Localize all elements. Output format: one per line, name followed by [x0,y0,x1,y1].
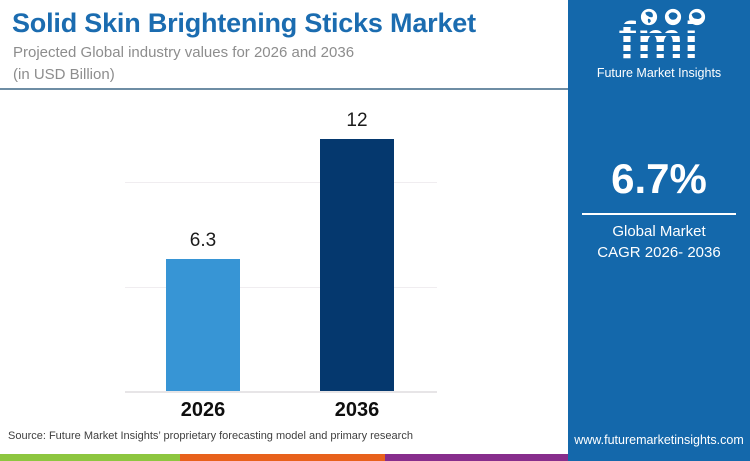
cagr-label-line2: CAGR 2026- 2036 [597,244,721,261]
gridline-10 [125,182,437,183]
footer-strip-purple [385,454,568,461]
subtitle-line2: (in USD Billion) [13,66,115,83]
fmi-logo-stripe-overlay [584,18,734,66]
website-link[interactable]: www.futuremarketinsights.com [574,433,744,447]
page-title: Solid Skin Brightening Sticks Market [12,8,476,38]
globe-europe-icon [664,8,682,26]
x-axis-line [125,391,437,393]
x-tick-2036: 2036 [334,399,380,421]
gridline-5 [125,287,437,288]
bar-2036 [320,139,394,391]
bar-value-label: 12 [346,110,368,131]
footer-strip-green [0,454,180,461]
bar-group-2036: 12 [320,110,394,391]
footer-strip-orange [180,454,385,461]
subtitle-line1: Projected Global industry values for 202… [13,44,355,61]
bar-chart: 6.3 12 2026 2036 [125,100,437,421]
globe-asia-icon [688,8,706,26]
header-divider [0,88,568,90]
fmi-logo-globes [640,8,706,26]
bar-group-2026: 6.3 [166,230,240,391]
bar-2026 [166,259,240,391]
globe-americas-icon [640,8,658,26]
header: Solid Skin Brightening Sticks Market Pro… [0,0,568,91]
cagr-divider [582,213,736,215]
x-tick-2026: 2026 [180,399,226,421]
fmi-logo-caption: Future Market Insights [596,66,722,80]
brand-panel: fmi Future Market Insights 6.7% [568,0,750,461]
source-note: Source: Future Market Insights’ propriet… [8,430,413,442]
cagr-label-line1: Global Market [612,223,706,240]
cagr-value: 6.7% [611,155,707,202]
bar-value-label: 6.3 [189,230,217,251]
fmi-logo: fmi Future Market Insights [584,6,734,84]
